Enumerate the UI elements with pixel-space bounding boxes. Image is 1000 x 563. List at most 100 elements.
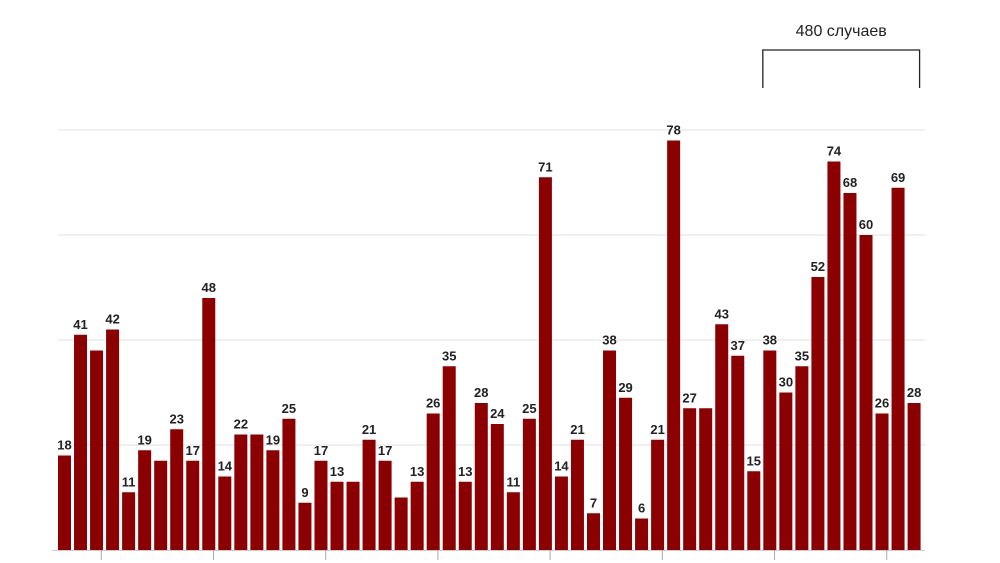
bar bbox=[635, 518, 649, 550]
bar bbox=[74, 334, 88, 550]
data-label: 30 bbox=[779, 375, 793, 390]
data-label: 25 bbox=[282, 401, 296, 416]
bar bbox=[426, 413, 440, 550]
data-label: 18 bbox=[57, 438, 71, 453]
data-label: 78 bbox=[666, 123, 680, 138]
data-label: 26 bbox=[875, 396, 889, 411]
data-label: 35 bbox=[442, 348, 456, 363]
data-label: 14 bbox=[554, 459, 569, 474]
data-label: 28 bbox=[907, 385, 921, 400]
bar bbox=[586, 513, 600, 550]
data-label: 17 bbox=[186, 443, 200, 458]
bars bbox=[58, 140, 921, 550]
data-label: 19 bbox=[266, 432, 280, 447]
bar bbox=[827, 161, 841, 550]
bar bbox=[699, 408, 713, 550]
bar bbox=[875, 413, 889, 550]
bar bbox=[282, 418, 296, 550]
bar bbox=[170, 429, 184, 550]
bar bbox=[843, 193, 857, 550]
data-label: 27 bbox=[682, 390, 696, 405]
bar bbox=[811, 277, 825, 550]
data-label: 21 bbox=[570, 422, 584, 437]
x-axis bbox=[52, 550, 925, 560]
bar bbox=[234, 434, 248, 550]
bar bbox=[90, 350, 104, 550]
bar bbox=[570, 439, 584, 550]
bar bbox=[458, 481, 472, 550]
data-label: 35 bbox=[795, 348, 809, 363]
bar bbox=[554, 476, 568, 550]
data-label: 14 bbox=[218, 459, 233, 474]
data-label: 15 bbox=[747, 453, 761, 468]
data-label: 38 bbox=[602, 333, 616, 348]
data-label: 7 bbox=[590, 495, 597, 510]
data-label: 29 bbox=[618, 380, 632, 395]
data-label: 52 bbox=[811, 259, 825, 274]
data-label: 13 bbox=[458, 464, 472, 479]
data-label: 48 bbox=[202, 280, 216, 295]
data-label: 13 bbox=[330, 464, 344, 479]
bar bbox=[298, 502, 312, 550]
data-label: 21 bbox=[362, 422, 376, 437]
data-label: 22 bbox=[234, 417, 248, 432]
bar bbox=[58, 455, 71, 550]
bar bbox=[314, 460, 328, 550]
bar bbox=[891, 187, 905, 550]
bar bbox=[859, 235, 873, 550]
data-label: 19 bbox=[137, 432, 151, 447]
data-label: 38 bbox=[763, 333, 777, 348]
bar bbox=[907, 403, 921, 550]
bracket-label: 480 случаев bbox=[796, 23, 887, 40]
bar bbox=[202, 298, 216, 550]
bar bbox=[538, 177, 552, 550]
bar bbox=[122, 492, 136, 550]
bar bbox=[490, 424, 504, 550]
data-label: 17 bbox=[378, 443, 392, 458]
data-label: 11 bbox=[506, 474, 520, 489]
bar bbox=[651, 439, 665, 550]
bar bbox=[779, 392, 793, 550]
annotation-bracket: 480 случаев bbox=[762, 23, 921, 88]
bar bbox=[330, 481, 344, 550]
data-label: 69 bbox=[891, 170, 905, 185]
data-label: 6 bbox=[638, 501, 645, 516]
bar bbox=[747, 471, 761, 550]
data-label: 41 bbox=[73, 317, 87, 332]
bar bbox=[138, 450, 152, 550]
data-label: 24 bbox=[490, 406, 505, 421]
bar bbox=[763, 350, 777, 550]
bar bbox=[250, 434, 264, 550]
bar bbox=[667, 140, 681, 550]
data-label: 23 bbox=[169, 411, 183, 426]
bar bbox=[410, 481, 424, 550]
data-label: 28 bbox=[474, 385, 488, 400]
data-label: 17 bbox=[314, 443, 328, 458]
bar bbox=[442, 366, 456, 550]
bar bbox=[619, 397, 633, 550]
bar bbox=[506, 492, 520, 550]
gridlines bbox=[58, 129, 925, 446]
data-label: 68 bbox=[843, 175, 857, 190]
bar bbox=[394, 497, 408, 550]
bar bbox=[378, 460, 392, 550]
data-label: 60 bbox=[859, 217, 873, 232]
bar bbox=[715, 324, 729, 550]
bar bbox=[474, 403, 488, 550]
bar bbox=[218, 476, 232, 550]
bar bbox=[362, 439, 376, 550]
data-label: 13 bbox=[410, 464, 424, 479]
data-label: 11 bbox=[122, 474, 136, 489]
data-label: 42 bbox=[105, 312, 119, 327]
data-label: 9 bbox=[301, 485, 308, 500]
bar bbox=[186, 460, 200, 550]
data-label: 74 bbox=[827, 144, 842, 159]
bar bbox=[731, 355, 745, 550]
bar bbox=[683, 408, 697, 550]
data-label: 37 bbox=[731, 338, 745, 353]
data-label: 25 bbox=[522, 401, 536, 416]
bar bbox=[603, 350, 617, 550]
bar bbox=[795, 366, 809, 550]
